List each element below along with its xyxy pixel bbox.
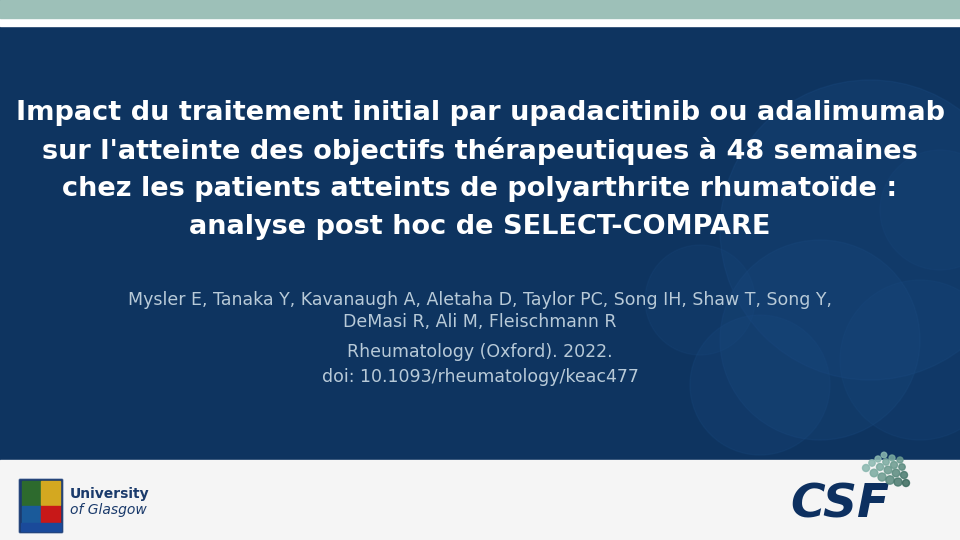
Bar [0, 18, 960, 26]
Bar [41, 481, 60, 505]
Text: doi: 10.1093/rheumatology/keac477: doi: 10.1093/rheumatology/keac477 [322, 368, 638, 386]
Bar [0, 460, 960, 540]
Text: chez les patients atteints de polyarthrite rhumatoïde :: chez les patients atteints de polyarthri… [62, 176, 898, 202]
Text: DeMasi R, Ali M, Fleischmann R: DeMasi R, Ali M, Fleischmann R [344, 313, 616, 331]
Circle shape [880, 150, 960, 270]
Circle shape [878, 473, 886, 481]
Bar [21, 523, 61, 531]
Circle shape [881, 452, 887, 458]
Text: CSF: CSF [790, 483, 889, 528]
Circle shape [894, 478, 902, 486]
Text: Rheumatology (Oxford). 2022.: Rheumatology (Oxford). 2022. [348, 343, 612, 361]
Text: sur l'atteinte des objectifs thérapeutiques à 48 semaines: sur l'atteinte des objectifs thérapeutiq… [42, 137, 918, 165]
Circle shape [720, 240, 920, 440]
Circle shape [869, 460, 876, 466]
Circle shape [902, 480, 909, 487]
Circle shape [900, 471, 907, 478]
Circle shape [884, 466, 892, 474]
Circle shape [862, 464, 870, 471]
Bar [22, 506, 41, 530]
Circle shape [889, 455, 895, 461]
Circle shape [892, 469, 900, 477]
Text: Mysler E, Tanaka Y, Kavanaugh A, Aletaha D, Taylor PC, Song IH, Shaw T, Song Y,: Mysler E, Tanaka Y, Kavanaugh A, Aletaha… [128, 291, 832, 309]
Circle shape [876, 463, 883, 470]
Circle shape [883, 459, 889, 465]
Circle shape [897, 457, 903, 463]
Text: of Glasgow: of Glasgow [70, 503, 147, 517]
Text: Impact du traitement initial par upadacitinib ou adalimumab: Impact du traitement initial par upadaci… [15, 100, 945, 126]
Bar [41, 506, 60, 530]
Circle shape [886, 476, 894, 484]
Bar [22, 481, 41, 505]
Circle shape [899, 464, 905, 470]
Circle shape [840, 280, 960, 440]
Circle shape [645, 245, 755, 355]
Circle shape [690, 315, 830, 455]
Bar [0, 0, 960, 18]
Text: University: University [70, 487, 150, 501]
Text: analyse post hoc de SELECT-COMPARE: analyse post hoc de SELECT-COMPARE [189, 214, 771, 240]
FancyBboxPatch shape [19, 479, 63, 533]
Circle shape [891, 462, 898, 469]
Circle shape [870, 469, 877, 477]
Circle shape [875, 456, 881, 462]
Circle shape [720, 80, 960, 380]
